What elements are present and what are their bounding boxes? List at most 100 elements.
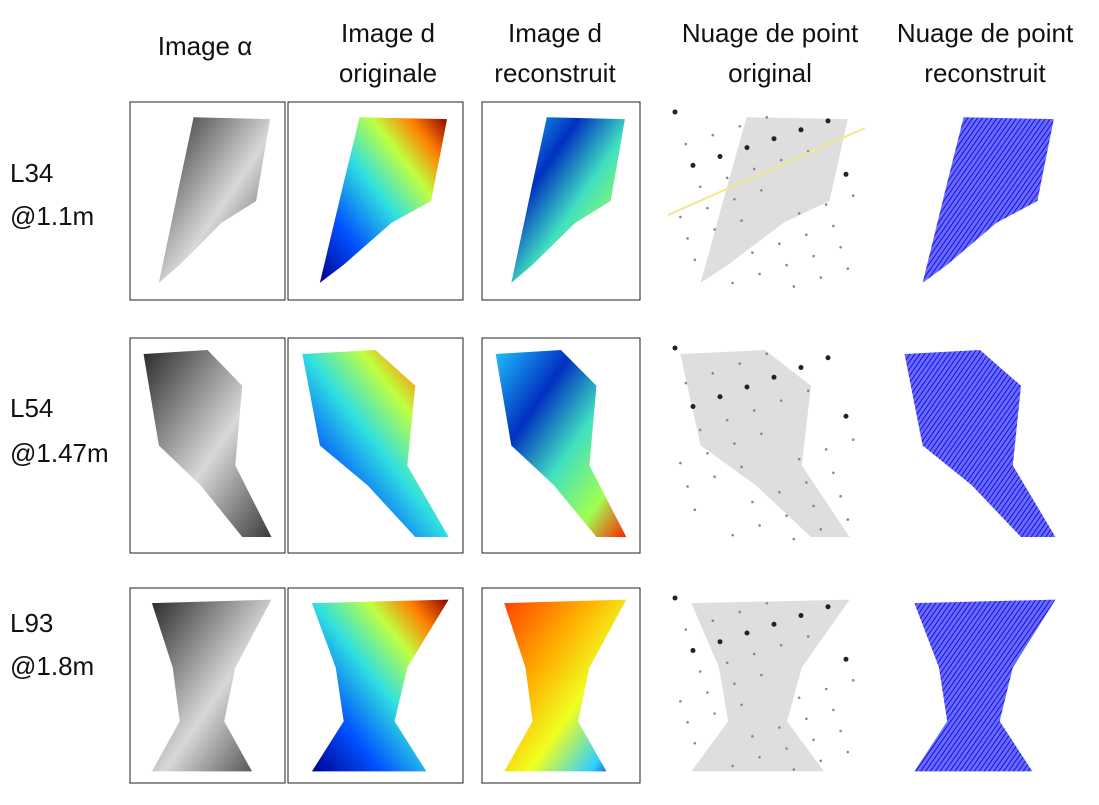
cloud-point	[832, 708, 835, 712]
row-label: L93	[10, 608, 53, 638]
point-cloud-reconstructed	[914, 599, 1056, 772]
depth-reconstructed	[504, 599, 627, 772]
depth-original	[302, 349, 449, 538]
cloud-point	[686, 720, 689, 724]
cloud-point	[778, 242, 781, 246]
cloud-point	[760, 189, 763, 192]
cloud-point	[738, 362, 742, 365]
cloud-point	[686, 485, 689, 488]
cloud-point	[839, 494, 842, 498]
cloud-point	[758, 524, 761, 527]
cloud-point	[819, 759, 823, 763]
cloud-point	[832, 224, 835, 228]
cloud-point	[825, 118, 831, 124]
row-label: @1.47m	[10, 438, 109, 468]
cloud-point	[792, 768, 796, 771]
cloud-point	[778, 491, 781, 494]
cloud-point	[713, 475, 716, 479]
cloud-point	[846, 750, 850, 754]
cloud-point	[733, 442, 736, 445]
cloud-point	[711, 619, 715, 623]
cloud-point	[779, 399, 783, 402]
cloud-point	[797, 212, 801, 215]
cloud-point	[740, 219, 743, 222]
row-label: @1.1m	[10, 201, 94, 231]
cloud-point	[706, 691, 709, 694]
point-cloud-original	[691, 599, 850, 772]
cloud-point	[713, 712, 716, 715]
cloud-point	[725, 661, 729, 665]
cloud-point	[684, 142, 688, 146]
cloud-point	[851, 438, 855, 441]
cloud-point	[785, 747, 788, 750]
cloud-point	[792, 537, 796, 541]
fit-line	[667, 127, 866, 216]
cloud-point	[740, 703, 743, 707]
cloud-point	[733, 197, 736, 201]
cloud-point	[812, 254, 815, 258]
cloud-point	[758, 272, 761, 276]
column-header: originale	[339, 58, 437, 88]
cloud-point	[812, 504, 815, 508]
cloud-point	[765, 116, 769, 119]
cloud-point	[733, 682, 736, 686]
cloud-point	[812, 738, 815, 742]
cloud-point	[711, 372, 715, 375]
cloud-point	[843, 171, 849, 177]
column-header: Nuage de point	[682, 18, 859, 48]
column-header: reconstruit	[924, 58, 1046, 88]
cloud-point	[693, 508, 697, 512]
point-cloud-reconstructed	[922, 117, 1054, 283]
cloud-point	[706, 452, 709, 455]
alpha-image	[158, 117, 271, 283]
point-cloud-original	[700, 117, 848, 283]
cloud-point	[679, 699, 682, 703]
cloud-point	[698, 428, 702, 432]
cloud-point	[738, 124, 742, 128]
cloud-point	[806, 389, 810, 393]
depth-original	[311, 599, 449, 772]
cloud-point	[798, 365, 804, 370]
alpha-image	[143, 349, 272, 538]
cloud-point	[731, 764, 734, 768]
cloud-point	[717, 154, 723, 159]
cloud-point	[846, 518, 850, 521]
cloud-point	[744, 384, 750, 390]
cloud-point	[698, 185, 702, 189]
cloud-point	[690, 404, 696, 409]
cloud-point	[744, 145, 750, 151]
cloud-point	[740, 465, 743, 469]
cloud-point	[797, 696, 801, 700]
cloud-point	[713, 228, 716, 231]
cloud-point	[725, 418, 729, 422]
cloud-point	[679, 215, 682, 219]
cloud-point	[686, 237, 689, 240]
column-header: original	[728, 58, 812, 88]
cloud-point	[819, 528, 823, 531]
cloud-point	[839, 729, 842, 733]
cloud-point	[779, 158, 783, 162]
cloud-point	[751, 251, 754, 254]
cloud-point	[758, 755, 761, 759]
cloud-point	[684, 381, 688, 385]
cloud-point	[771, 621, 777, 627]
cloud-point	[785, 514, 788, 517]
cloud-point	[824, 448, 828, 451]
cloud-point	[824, 687, 828, 691]
column-header: reconstruit	[494, 58, 616, 88]
cloud-point	[779, 643, 783, 647]
cloud-point	[851, 678, 855, 682]
cloud-point	[751, 734, 754, 738]
cloud-point	[825, 355, 831, 361]
cloud-point	[684, 628, 688, 631]
cloud-point	[798, 127, 804, 133]
cloud-point	[751, 500, 754, 504]
cloud-point	[672, 345, 678, 351]
cloud-point	[846, 267, 850, 270]
cloud-point	[843, 656, 849, 662]
cloud-point	[806, 635, 810, 638]
cloud-point	[843, 413, 849, 419]
cloud-point	[824, 203, 828, 206]
cloud-point	[717, 394, 723, 400]
depth-reconstructed	[511, 117, 625, 283]
